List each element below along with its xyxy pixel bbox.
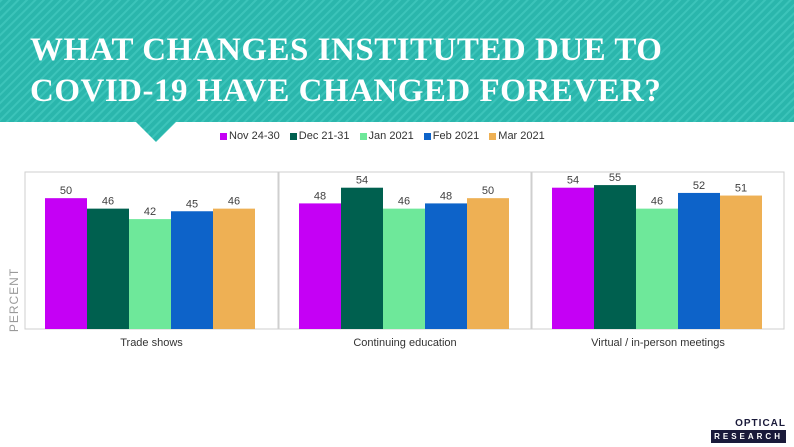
legend-item: Dec 21-31	[289, 130, 350, 142]
legend-item: Feb 2021	[423, 130, 480, 142]
title-banner: WHAT CHANGES INSTITUTED DUE TO COVID-19 …	[0, 0, 794, 142]
page-title: WHAT CHANGES INSTITUTED DUE TO COVID-19 …	[30, 32, 663, 109]
bar	[383, 208, 425, 329]
category-label: Continuing education	[353, 337, 456, 349]
data-label: 54	[567, 175, 579, 187]
bar	[425, 203, 467, 329]
category-label: Trade shows	[120, 337, 183, 349]
data-label: 48	[440, 190, 452, 202]
legend-label: Jan 2021	[368, 130, 414, 142]
data-label: 46	[228, 196, 240, 208]
legend-item: Nov 24-30	[220, 130, 280, 142]
banner-background	[0, 0, 794, 142]
data-label: 46	[398, 196, 410, 208]
bar	[45, 198, 87, 329]
legend-label: Mar 2021	[498, 130, 545, 142]
bar	[467, 198, 509, 329]
bar	[720, 195, 762, 329]
legend-swatch	[359, 132, 367, 140]
data-label: 51	[735, 183, 747, 195]
bar	[87, 208, 129, 329]
data-label: 46	[651, 196, 663, 208]
legend-swatch	[220, 132, 227, 140]
data-label: 42	[144, 206, 156, 218]
legend-item: Mar 2021	[489, 130, 545, 142]
data-label: 45	[186, 198, 198, 210]
legend-label: Feb 2021	[432, 130, 480, 142]
bar	[213, 208, 255, 329]
bar	[594, 185, 636, 329]
bar	[636, 208, 678, 329]
bar	[171, 211, 213, 329]
bar	[678, 192, 720, 329]
data-label: 50	[60, 185, 72, 197]
data-label: 46	[102, 196, 114, 208]
category-label: Virtual / in-person meetings	[591, 337, 725, 349]
legend-item: Jan 2021	[359, 130, 414, 142]
legend-swatch	[423, 132, 431, 140]
bar	[552, 187, 594, 329]
data-label: 55	[609, 172, 621, 184]
bar	[341, 187, 383, 329]
y-axis-label: PERCENT	[7, 268, 21, 332]
legend-label: Nov 24-30	[229, 130, 280, 142]
legend-label: Dec 21-31	[298, 130, 350, 142]
logo-bottom-text: RESEARCH	[711, 430, 786, 443]
legend-swatch	[489, 132, 497, 140]
bar	[129, 219, 171, 329]
logo-top-text: OPTICAL	[735, 418, 786, 429]
data-label: 54	[356, 175, 368, 187]
legend-swatch	[289, 132, 297, 140]
chart-legend: Nov 24-30 Dec 21-31 Jan 2021 Feb 2021 Mar 20…	[220, 127, 555, 145]
data-label: 50	[482, 185, 494, 197]
optical-research-logo: OPTICAL RESEARCH	[702, 418, 786, 444]
bar	[299, 203, 341, 329]
data-label: 48	[314, 190, 326, 202]
data-label: 52	[693, 180, 705, 192]
